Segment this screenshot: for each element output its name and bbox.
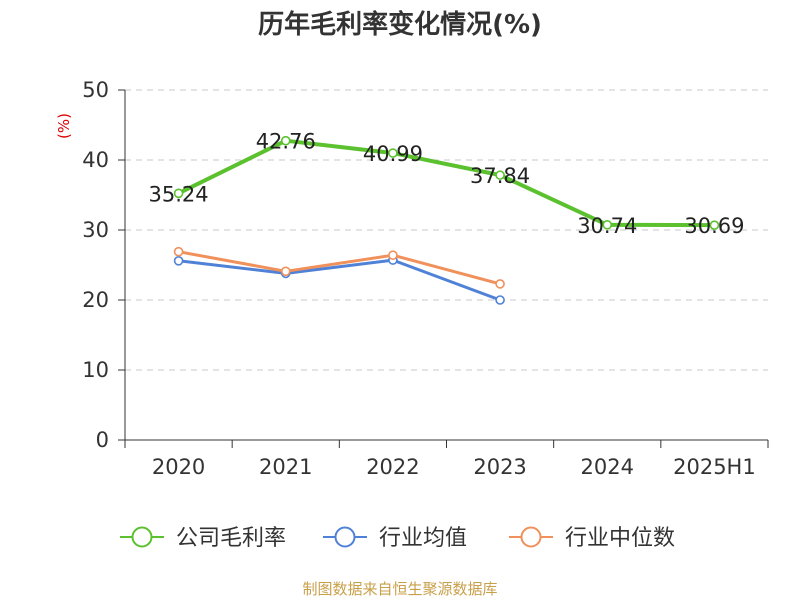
data-point	[709, 220, 720, 230]
legend-marker	[334, 526, 356, 548]
x-tick-label: 2024	[581, 455, 634, 479]
data-point	[388, 148, 398, 158]
x-tick-label: 2022	[366, 455, 419, 479]
y-tick-label: 20	[82, 288, 109, 312]
series-line	[177, 138, 715, 228]
chart-title: 历年毛利率变化情况(%)	[258, 10, 542, 40]
legend-label: 行业均值	[379, 526, 467, 551]
data-point	[173, 188, 184, 199]
data-label: 40.99	[363, 142, 423, 166]
data-point	[173, 246, 184, 257]
y-axis-label: (%)	[55, 113, 73, 139]
legend-marker	[520, 526, 542, 548]
series-line	[178, 258, 501, 302]
legend-label: 行业中位数	[565, 526, 675, 551]
data-point	[388, 250, 398, 260]
x-tick-label: 2020	[152, 455, 205, 479]
data-label: 30.69	[684, 214, 744, 238]
x-tick-label: 2025H1	[673, 455, 756, 479]
data-point	[495, 295, 505, 305]
x-tick-label: 2021	[259, 455, 312, 479]
x-tick-label: 2023	[473, 455, 526, 479]
series-line	[178, 250, 501, 286]
data-point	[602, 220, 613, 230]
legend-label: 公司毛利率	[176, 526, 286, 551]
data-label: 35.24	[149, 182, 209, 206]
data-point	[280, 135, 291, 146]
y-tick-label: 10	[82, 358, 109, 382]
data-point	[495, 170, 505, 180]
y-tick-label: 0	[96, 428, 109, 452]
data-label: 30.74	[577, 214, 637, 238]
data-label: 37.84	[470, 164, 530, 188]
y-tick-label: 30	[82, 218, 109, 242]
y-tick-label: 40	[82, 148, 109, 172]
data-point	[173, 255, 184, 266]
data-point	[280, 266, 291, 277]
source-note: 制图数据来自恒生聚源数据库	[302, 580, 498, 598]
y-tick-label: 50	[82, 78, 109, 102]
data-point	[495, 279, 505, 289]
data-label: 42.76	[256, 130, 316, 154]
legend-marker	[131, 526, 153, 548]
